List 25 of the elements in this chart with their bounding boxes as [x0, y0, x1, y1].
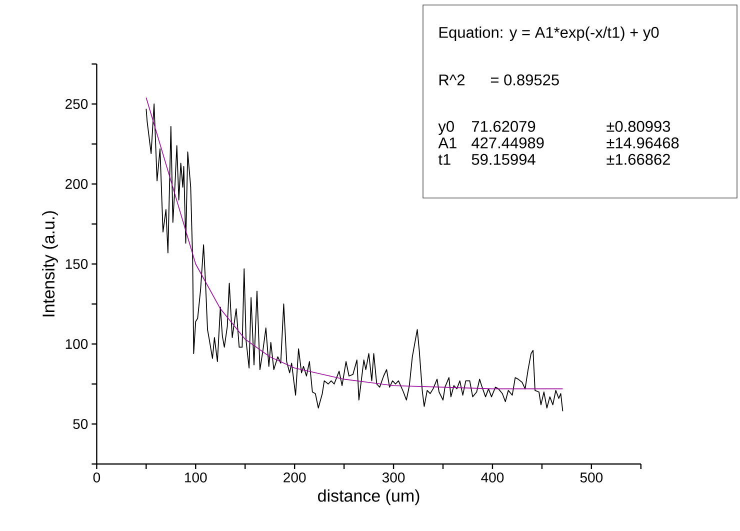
text: Equation: y = A1*exp(-x/t1) + y0 [439, 26, 659, 41]
y-tick-label: 200 [66, 179, 88, 189]
annotation: ±1.66862 [606, 154, 670, 165]
y-tick-label: 250 [66, 99, 88, 109]
x-tick-label: 0 [93, 472, 100, 482]
x-tick-label: 200 [284, 472, 306, 482]
annotation: ±0.80993 [606, 120, 670, 132]
x-axis-title: distance (um) [318, 489, 420, 506]
x-tick-label: 100 [185, 472, 207, 482]
annotation: A1 [438, 138, 456, 148]
y-tick-label: 150 [66, 259, 88, 269]
annotation: y0 [438, 120, 454, 135]
y-axis-title: Intensity (a.u.) [42, 211, 58, 316]
annotation: 59.15994 [472, 154, 536, 165]
annotation: 427.44989 [472, 137, 544, 148]
annotation: = 0.89525 [490, 74, 559, 86]
x-tick-label: 300 [382, 472, 405, 482]
annotation: ±14.96468 [606, 137, 679, 148]
annotation: t1 [438, 154, 450, 165]
annotation: 71.62079 [472, 120, 536, 132]
y-tick-label: 100 [66, 339, 88, 349]
annotation: R^2 [439, 74, 465, 86]
y-tick-label: 50 [73, 419, 88, 429]
x-tick-label: 400 [481, 472, 504, 482]
x-tick-label: 500 [580, 472, 603, 482]
